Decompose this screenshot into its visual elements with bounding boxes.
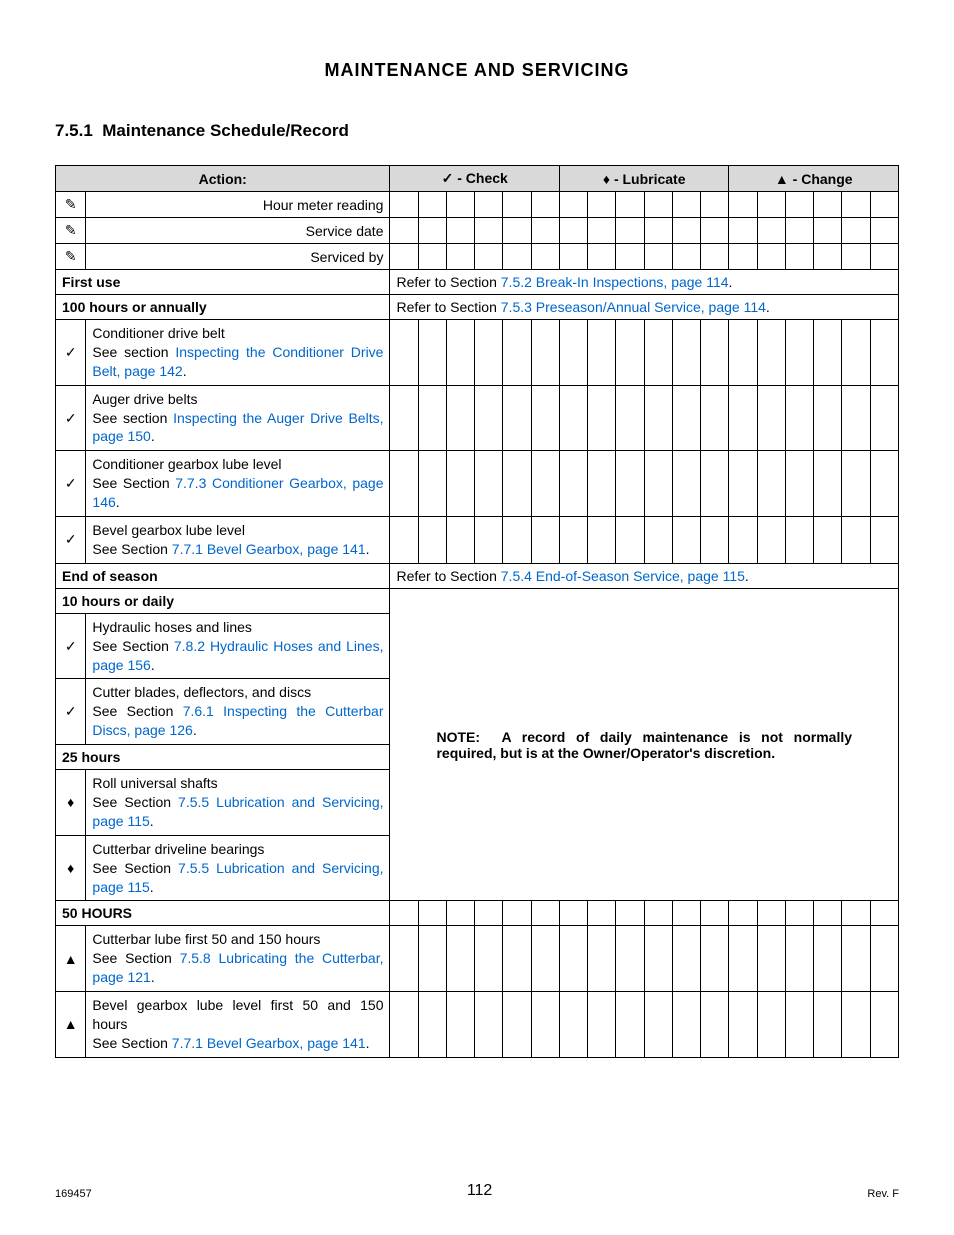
section-title: Maintenance Schedule/Record xyxy=(102,121,349,140)
item-link[interactable]: 7.7.1 Bevel Gearbox, page 141 xyxy=(172,1035,366,1051)
item-pre: See Section xyxy=(92,794,178,810)
item-title: Roll universal shafts xyxy=(92,775,217,791)
period: . xyxy=(151,428,155,444)
period: . xyxy=(183,363,187,379)
row-first-use-ref: Refer to Section 7.5.2 Break-In Inspecti… xyxy=(390,270,899,295)
row-twenty-five-label: 25 hours xyxy=(56,745,390,770)
period: . xyxy=(766,299,770,315)
end-season-link[interactable]: 7.5.4 End-of-Season Service, page 115 xyxy=(501,568,745,584)
period: . xyxy=(193,722,197,738)
check-icon: ✓ xyxy=(56,385,86,451)
section-number: 7.5.1 xyxy=(55,121,93,140)
item-cond-belt: Conditioner drive belt See section Inspe… xyxy=(86,320,390,386)
item-title: Hydraulic hoses and lines xyxy=(92,619,252,635)
item-title: Cutterbar driveline bearings xyxy=(92,841,264,857)
item-title: Bevel gearbox lube level first 50 and 15… xyxy=(92,997,383,1032)
row-annual-ref: Refer to Section 7.5.3 Preseason/Annual … xyxy=(390,295,899,320)
annual-link[interactable]: 7.5.3 Preseason/Annual Service, page 114 xyxy=(501,299,766,315)
item-title: Auger drive belts xyxy=(92,391,197,407)
change-icon: ▲ xyxy=(56,926,86,992)
item-cblube: Cutterbar lube first 50 and 150 hours Se… xyxy=(86,926,390,992)
check-icon: ✓ xyxy=(56,679,86,745)
item-bevel50: Bevel gearbox lube level first 50 and 15… xyxy=(86,992,390,1058)
note-text: A record of daily maintenance is not nor… xyxy=(436,729,852,761)
row-end-season-label: End of season xyxy=(56,563,390,588)
period: . xyxy=(150,879,154,895)
item-pre: See Section xyxy=(92,950,179,966)
check-icon: ✓ xyxy=(56,451,86,517)
maintenance-table: Action: ✓ - Check ♦ - Lubricate ▲ - Chan… xyxy=(55,165,899,1058)
period: . xyxy=(150,813,154,829)
header-change: ▲ - Change xyxy=(729,166,899,192)
item-hydraulic: Hydraulic hoses and lines See Section 7.… xyxy=(86,613,390,679)
period: . xyxy=(366,541,370,557)
annual-pre: Refer to Section xyxy=(396,299,500,315)
item-cutter: Cutter blades, deflectors, and discs See… xyxy=(86,679,390,745)
item-pre: See Section xyxy=(92,541,171,557)
row-fifty-label: 50 HOURS xyxy=(56,901,390,926)
item-pre: See Section xyxy=(92,860,178,876)
first-use-link[interactable]: 7.5.2 Break-In Inspections, page 114 xyxy=(501,274,729,290)
item-pre: See Section xyxy=(92,1035,171,1051)
footer-right: Rev. F xyxy=(867,1188,899,1200)
period: . xyxy=(745,568,749,584)
pencil-icon: ✎ xyxy=(56,244,86,270)
meta-hour-meter: Hour meter reading xyxy=(86,192,390,218)
period: . xyxy=(116,494,120,510)
note-label: NOTE: xyxy=(436,729,480,745)
period: . xyxy=(729,274,733,290)
item-title: Conditioner drive belt xyxy=(92,325,224,341)
page-footer: 169457 112 Rev. F xyxy=(55,1182,899,1200)
header-lubricate: ♦ - Lubricate xyxy=(559,166,728,192)
check-icon: ✓ xyxy=(56,613,86,679)
item-cond-gear: Conditioner gearbox lube level See Secti… xyxy=(86,451,390,517)
note-cell: NOTE: A record of daily maintenance is n… xyxy=(390,588,899,901)
pencil-icon: ✎ xyxy=(56,218,86,244)
item-bevel: Bevel gearbox lube level See Section 7.7… xyxy=(86,517,390,564)
item-cbdrive: Cutterbar driveline bearings See Section… xyxy=(86,835,390,901)
row-end-season-ref: Refer to Section 7.5.4 End-of-Season Ser… xyxy=(390,563,899,588)
first-use-pre: Refer to Section xyxy=(396,274,500,290)
meta-service-date: Service date xyxy=(86,218,390,244)
item-auger: Auger drive belts See section Inspecting… xyxy=(86,385,390,451)
footer-left: 169457 xyxy=(55,1188,92,1200)
item-roll: Roll universal shafts See Section 7.5.5 … xyxy=(86,770,390,836)
check-icon: ✓ xyxy=(56,320,86,386)
row-first-use-label: First use xyxy=(56,270,390,295)
section-heading: 7.5.1 Maintenance Schedule/Record xyxy=(55,121,899,141)
footer-page-number: 112 xyxy=(467,1182,493,1200)
pencil-icon: ✎ xyxy=(56,192,86,218)
header-check: ✓ - Check xyxy=(390,166,559,192)
page-header: MAINTENANCE AND SERVICING xyxy=(55,60,899,81)
item-pre: See section xyxy=(92,410,173,426)
item-title: Conditioner gearbox lube level xyxy=(92,456,281,472)
item-link[interactable]: 7.7.1 Bevel Gearbox, page 141 xyxy=(172,541,366,557)
row-annual-label: 100 hours or annually xyxy=(56,295,390,320)
item-title: Bevel gearbox lube level xyxy=(92,522,245,538)
item-pre: See Section xyxy=(92,638,173,654)
lube-icon: ♦ xyxy=(56,770,86,836)
end-season-pre: Refer to Section xyxy=(396,568,500,584)
period: . xyxy=(366,1035,370,1051)
meta-serviced-by: Serviced by xyxy=(86,244,390,270)
item-pre: See section xyxy=(92,344,175,360)
item-pre: See Section xyxy=(92,703,182,719)
period: . xyxy=(151,657,155,673)
item-title: Cutter blades, deflectors, and discs xyxy=(92,684,311,700)
item-title: Cutterbar lube first 50 and 150 hours xyxy=(92,931,320,947)
change-icon: ▲ xyxy=(56,992,86,1058)
check-icon: ✓ xyxy=(56,517,86,564)
item-pre: See Section xyxy=(92,475,175,491)
period: . xyxy=(151,969,155,985)
lube-icon: ♦ xyxy=(56,835,86,901)
header-action: Action: xyxy=(56,166,390,192)
row-ten-hours-label: 10 hours or daily xyxy=(56,588,390,613)
